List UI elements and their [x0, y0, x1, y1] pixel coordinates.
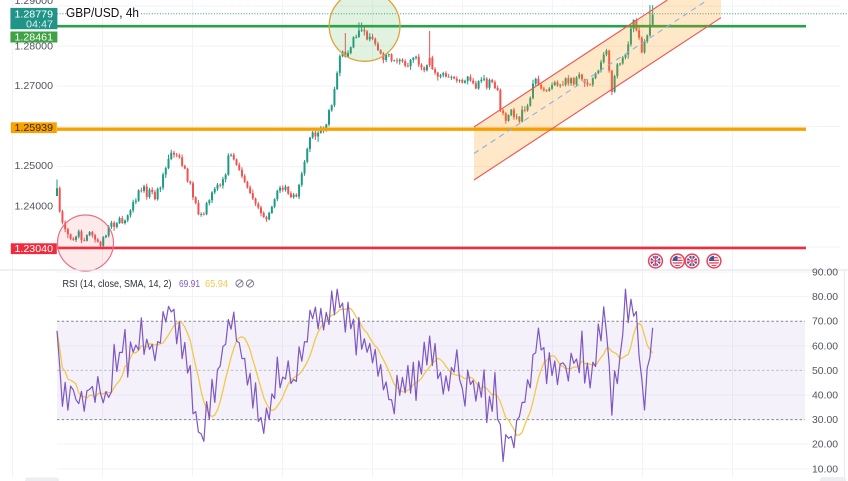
svg-text:GBP/USD, 4h: GBP/USD, 4h — [66, 5, 139, 20]
svg-text:90.00: 90.00 — [812, 268, 838, 279]
svg-text:04:47: 04:47 — [26, 20, 53, 31]
svg-text:70.00: 70.00 — [812, 317, 838, 328]
svg-text:50.00: 50.00 — [812, 366, 838, 377]
svg-text:1.23040: 1.23040 — [15, 244, 54, 255]
svg-text:65.94: 65.94 — [205, 279, 228, 290]
svg-text:69.91: 69.91 — [179, 279, 200, 290]
svg-text:1.28779: 1.28779 — [15, 9, 54, 20]
svg-text:1.28461: 1.28461 — [15, 32, 54, 43]
svg-text:10.00: 10.00 — [812, 464, 838, 475]
svg-text:80.00: 80.00 — [812, 292, 838, 303]
svg-text:RSI (14, close, SMA, 14, 2): RSI (14, close, SMA, 14, 2) — [63, 279, 172, 290]
svg-text:1.24000: 1.24000 — [15, 202, 54, 213]
svg-text:1.27000: 1.27000 — [15, 81, 54, 92]
svg-text:20.00: 20.00 — [812, 440, 838, 451]
svg-text:1.29000: 1.29000 — [15, 0, 54, 7]
svg-text:1.25939: 1.25939 — [15, 123, 54, 134]
svg-text:1.25000: 1.25000 — [15, 161, 54, 172]
svg-text:30.00: 30.00 — [812, 415, 838, 426]
svg-text:40.00: 40.00 — [812, 391, 838, 402]
svg-text:1.28000: 1.28000 — [15, 42, 54, 53]
svg-text:60.00: 60.00 — [812, 341, 838, 352]
